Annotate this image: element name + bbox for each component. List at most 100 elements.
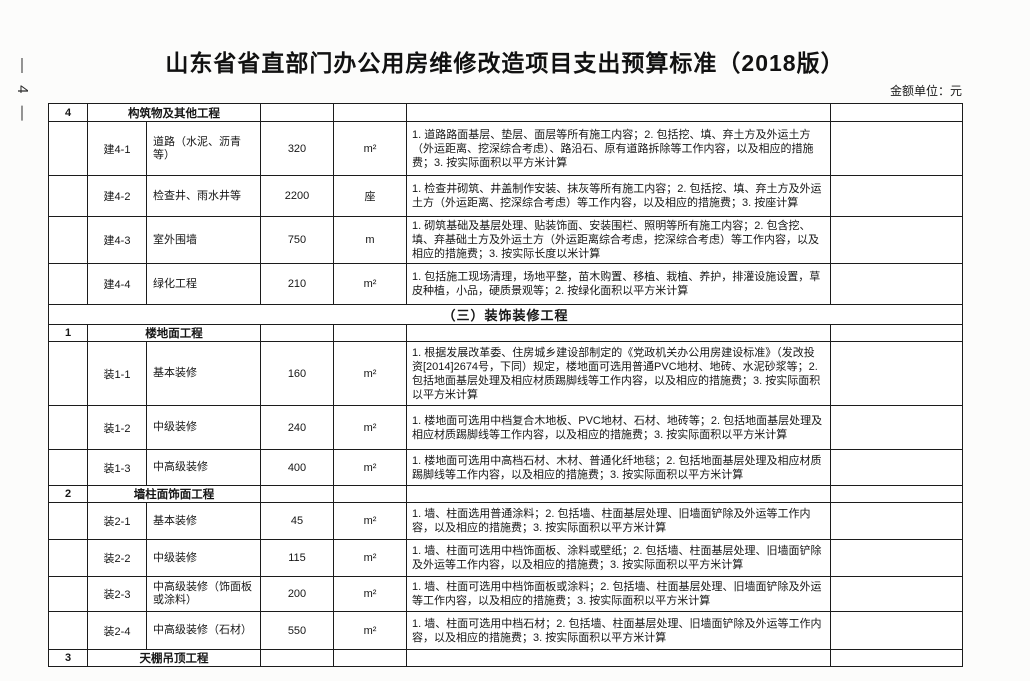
item-name-cell: 室外围墙 [146, 216, 261, 264]
item-name-cell: 基本装修 [146, 502, 261, 540]
unit-cell [333, 485, 407, 503]
item-name-cell: 中级装修 [146, 405, 261, 450]
notes-cell [830, 649, 963, 667]
quantity-cell: 2200 [260, 175, 334, 217]
notes-cell [830, 121, 963, 176]
code-cell: 建4-1 [87, 121, 147, 176]
quantity-cell: 320 [260, 121, 334, 176]
table-row: 装1-1 基本装修 160 m² 1. 根据发展改革委、住房城乡建设部制定的《党… [48, 341, 963, 406]
item-name-cell: 检查井、雨水井等 [146, 175, 261, 217]
section-title-cell: （三）装饰装修工程 [48, 304, 963, 325]
unit-cell: 座 [333, 175, 407, 217]
section-name-cell: 天棚吊顶工程 [87, 649, 261, 667]
notes-cell [830, 216, 963, 264]
quantity-cell: 240 [260, 405, 334, 450]
section-row: 3 天棚吊顶工程 [48, 649, 963, 667]
seq-cell [48, 502, 88, 540]
description-cell [406, 485, 831, 503]
seq-cell [48, 611, 88, 650]
table-row: 装2-3 中高级装修（饰面板或涂料） 200 m² 1. 墙、柱面可选用中档饰面… [48, 576, 963, 612]
item-name-cell: 中高级装修 [146, 449, 261, 486]
unit-cell [333, 103, 407, 122]
seq-cell [48, 121, 88, 176]
code-cell: 装1-1 [87, 341, 147, 406]
unit-cell: m [333, 216, 407, 264]
code-cell: 装2-1 [87, 502, 147, 540]
description-cell: 1. 墙、柱面可选用中档石材；2. 包括墙、柱面基层处理、旧墙面铲除及外运等工作… [406, 611, 831, 650]
quantity-cell: 550 [260, 611, 334, 650]
description-cell: 1. 楼地面可选用中高档石材、木材、普通化纤地毯；2. 包括地面基层处理及相应材… [406, 449, 831, 486]
description-cell [406, 324, 831, 342]
item-name-cell: 绿化工程 [146, 263, 261, 305]
description-cell: 1. 根据发展改革委、住房城乡建设部制定的《党政机关办公用房建设标准》（发改投资… [406, 341, 831, 406]
table-row: 装2-2 中级装修 115 m² 1. 墙、柱面可选用中档饰面板、涂料或壁纸；2… [48, 539, 963, 577]
code-cell: 建4-3 [87, 216, 147, 264]
quantity-cell: 400 [260, 449, 334, 486]
table-row: 建4-2 检查井、雨水井等 2200 座 1. 检查井砌筑、井盖制作安装、抹灰等… [48, 175, 963, 217]
description-cell: 1. 砌筑基础及基层处理、贴装饰面、安装围栏、照明等所有施工内容；2. 包含挖、… [406, 216, 831, 264]
seq-cell [48, 405, 88, 450]
notes-cell [830, 611, 963, 650]
quantity-cell [260, 103, 334, 122]
code-cell: 装2-2 [87, 539, 147, 577]
amount-unit-note: 金额单位：元 [889, 84, 962, 98]
seq-cell [48, 449, 88, 486]
budget-standard-table: 4 构筑物及其他工程 建4-1 道路（水泥、沥青等） 320 m² 1. 道路路… [48, 103, 963, 667]
unit-cell: m² [333, 405, 407, 450]
seq-cell: 4 [48, 103, 88, 122]
quantity-cell: 160 [260, 341, 334, 406]
quantity-cell: 210 [260, 263, 334, 305]
code-cell: 建4-2 [87, 175, 147, 217]
quantity-cell [260, 485, 334, 503]
notes-cell [830, 502, 963, 540]
item-name-cell: 中级装修 [146, 539, 261, 577]
description-cell: 1. 检查井砌筑、井盖制作安装、抹灰等所有施工内容；2. 包括挖、填、弃土方及外… [406, 175, 831, 217]
item-name-cell: 中高级装修（饰面板或涂料） [146, 576, 261, 612]
unit-cell: m² [333, 576, 407, 612]
quantity-cell: 200 [260, 576, 334, 612]
notes-cell [830, 449, 963, 486]
quantity-cell [260, 324, 334, 342]
quantity-cell: 115 [260, 539, 334, 577]
unit-cell: m² [333, 121, 407, 176]
section-row: 1 楼地面工程 [48, 324, 963, 342]
table-row: 装2-1 基本装修 45 m² 1. 墙、柱面选用普通涂料；2. 包括墙、柱面基… [48, 502, 963, 540]
unit-cell: m² [333, 449, 407, 486]
description-cell: 1. 墙、柱面选用普通涂料；2. 包括墙、柱面基层处理、旧墙面铲除及外运等工作内… [406, 502, 831, 540]
seq-cell [48, 175, 88, 217]
code-cell: 装2-3 [87, 576, 147, 612]
description-cell [406, 649, 831, 667]
section-name-cell: 构筑物及其他工程 [87, 103, 261, 122]
table-row: 装1-3 中高级装修 400 m² 1. 楼地面可选用中高档石材、木材、普通化纤… [48, 449, 963, 486]
notes-cell [830, 341, 963, 406]
unit-cell: m² [333, 611, 407, 650]
table-row: 建4-4 绿化工程 210 m² 1. 包括施工现场清理，场地平整，苗木购置、移… [48, 263, 963, 305]
notes-cell [830, 175, 963, 217]
notes-cell [830, 485, 963, 503]
notes-cell [830, 405, 963, 450]
description-cell: 1. 墙、柱面可选用中档饰面板、涂料或壁纸；2. 包括墙、柱面基层处理、旧墙面铲… [406, 539, 831, 577]
unit-cell [333, 324, 407, 342]
notes-cell [830, 103, 963, 122]
description-cell: 1. 道路路面基层、垫层、面层等所有施工内容；2. 包括挖、填、弃土方及外运土方… [406, 121, 831, 176]
item-name-cell: 中高级装修（石材） [146, 611, 261, 650]
description-cell: 1. 包括施工现场清理，场地平整，苗木购置、移植、栽植、养护，排灌设施设置，草皮… [406, 263, 831, 305]
description-cell: 1. 楼地面可选用中档复合木地板、PVC地材、石材、地砖等；2. 包括地面基层处… [406, 405, 831, 450]
unit-cell: m² [333, 502, 407, 540]
section-row: 2 墙柱面饰面工程 [48, 485, 963, 503]
unit-cell: m² [333, 263, 407, 305]
unit-cell: m² [333, 539, 407, 577]
seq-cell [48, 576, 88, 612]
seq-cell [48, 263, 88, 305]
item-name-cell: 道路（水泥、沥青等） [146, 121, 261, 176]
seq-cell: 2 [48, 485, 88, 503]
seq-cell [48, 341, 88, 406]
section-row: 4 构筑物及其他工程 [48, 103, 963, 122]
code-cell: 装1-3 [87, 449, 147, 486]
quantity-cell [260, 649, 334, 667]
unit-cell [333, 649, 407, 667]
code-cell: 装2-4 [87, 611, 147, 650]
notes-cell [830, 539, 963, 577]
section-name-cell: 墙柱面饰面工程 [87, 485, 261, 503]
